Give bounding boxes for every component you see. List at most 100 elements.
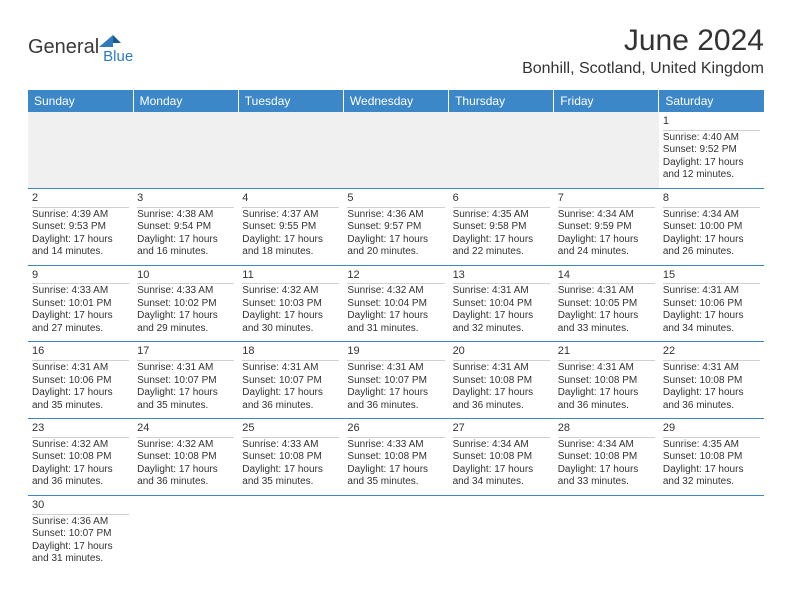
day-info-line: and 36 minutes. <box>347 400 444 413</box>
day-info-line: Sunset: 9:52 PM <box>663 144 760 157</box>
day-info-line: Sunrise: 4:33 AM <box>137 285 234 298</box>
day-info-line: and 31 minutes. <box>32 553 129 566</box>
day-info-line: Daylight: 17 hours <box>242 464 339 477</box>
day-info-line: Sunset: 10:07 PM <box>347 375 444 388</box>
day-info-line: Sunset: 10:02 PM <box>137 298 234 311</box>
day-info-line: Daylight: 17 hours <box>453 310 550 323</box>
day-number: 24 <box>137 422 234 438</box>
day-info-line: and 33 minutes. <box>558 476 655 489</box>
calendar-cell: 1Sunrise: 4:40 AMSunset: 9:52 PMDaylight… <box>659 112 764 188</box>
day-info-line: and 34 minutes. <box>663 323 760 336</box>
day-number: 8 <box>663 192 760 208</box>
day-info-line: and 26 minutes. <box>663 246 760 259</box>
day-info-line: Sunrise: 4:34 AM <box>558 439 655 452</box>
day-number: 19 <box>347 345 444 361</box>
day-info-line: and 33 minutes. <box>558 323 655 336</box>
day-info-line: Sunset: 10:06 PM <box>32 375 129 388</box>
day-info-line: Sunrise: 4:31 AM <box>347 362 444 375</box>
weekday-header: Friday <box>554 90 659 112</box>
weekday-header: Saturday <box>659 90 764 112</box>
day-info-line: Daylight: 17 hours <box>137 234 234 247</box>
day-number: 13 <box>453 269 550 285</box>
calendar-cell: 6Sunrise: 4:35 AMSunset: 9:58 PMDaylight… <box>449 188 554 265</box>
calendar-week: 16Sunrise: 4:31 AMSunset: 10:06 PMDaylig… <box>28 342 764 419</box>
day-info-line: Daylight: 17 hours <box>347 310 444 323</box>
day-info-line: Sunrise: 4:31 AM <box>32 362 129 375</box>
calendar-cell: 17Sunrise: 4:31 AMSunset: 10:07 PMDaylig… <box>133 342 238 419</box>
day-info-line: Sunrise: 4:35 AM <box>663 439 760 452</box>
day-info-line: Daylight: 17 hours <box>137 387 234 400</box>
day-info-line: Daylight: 17 hours <box>663 464 760 477</box>
day-info-line: Sunrise: 4:40 AM <box>663 132 760 145</box>
day-number: 2 <box>32 192 129 208</box>
day-info-line: Daylight: 17 hours <box>453 387 550 400</box>
day-info-line: and 20 minutes. <box>347 246 444 259</box>
day-info-line: and 29 minutes. <box>137 323 234 336</box>
header: General Blue June 2024 Bonhill, Scotland… <box>28 24 764 78</box>
day-number: 22 <box>663 345 760 361</box>
page-title: June 2024 <box>522 24 764 58</box>
calendar-cell: 19Sunrise: 4:31 AMSunset: 10:07 PMDaylig… <box>343 342 448 419</box>
calendar-cell: 27Sunrise: 4:34 AMSunset: 10:08 PMDaylig… <box>449 419 554 496</box>
day-info-line: Sunrise: 4:34 AM <box>663 209 760 222</box>
calendar-week: 2Sunrise: 4:39 AMSunset: 9:53 PMDaylight… <box>28 188 764 265</box>
day-info-line: Sunrise: 4:37 AM <box>242 209 339 222</box>
weekday-header: Monday <box>133 90 238 112</box>
calendar-cell <box>554 112 659 188</box>
day-info-line: and 27 minutes. <box>32 323 129 336</box>
calendar-cell: 13Sunrise: 4:31 AMSunset: 10:04 PMDaylig… <box>449 265 554 342</box>
day-info-line: Sunrise: 4:32 AM <box>137 439 234 452</box>
calendar-cell <box>238 112 343 188</box>
day-info-line: Sunset: 10:08 PM <box>32 451 129 464</box>
day-number: 29 <box>663 422 760 438</box>
day-info-line: and 35 minutes. <box>32 400 129 413</box>
day-number: 14 <box>558 269 655 285</box>
day-info-line: and 36 minutes. <box>137 476 234 489</box>
day-info-line: and 14 minutes. <box>32 246 129 259</box>
day-info-line: Daylight: 17 hours <box>32 541 129 554</box>
calendar-cell: 4Sunrise: 4:37 AMSunset: 9:55 PMDaylight… <box>238 188 343 265</box>
day-number: 23 <box>32 422 129 438</box>
day-info-line: Sunrise: 4:31 AM <box>242 362 339 375</box>
day-info-line: Daylight: 17 hours <box>347 234 444 247</box>
day-info-line: Sunset: 10:08 PM <box>453 451 550 464</box>
day-info-line: and 35 minutes. <box>137 400 234 413</box>
calendar-cell: 24Sunrise: 4:32 AMSunset: 10:08 PMDaylig… <box>133 419 238 496</box>
calendar-cell: 22Sunrise: 4:31 AMSunset: 10:08 PMDaylig… <box>659 342 764 419</box>
day-info-line: Sunset: 10:04 PM <box>347 298 444 311</box>
calendar-cell: 28Sunrise: 4:34 AMSunset: 10:08 PMDaylig… <box>554 419 659 496</box>
weekday-header: Wednesday <box>343 90 448 112</box>
calendar-cell: 25Sunrise: 4:33 AMSunset: 10:08 PMDaylig… <box>238 419 343 496</box>
day-info-line: Sunrise: 4:36 AM <box>32 516 129 529</box>
calendar-cell: 12Sunrise: 4:32 AMSunset: 10:04 PMDaylig… <box>343 265 448 342</box>
calendar-cell: 3Sunrise: 4:38 AMSunset: 9:54 PMDaylight… <box>133 188 238 265</box>
calendar-cell <box>659 495 764 571</box>
day-info-line: Sunrise: 4:38 AM <box>137 209 234 222</box>
day-info-line: Sunset: 10:06 PM <box>663 298 760 311</box>
day-info-line: Daylight: 17 hours <box>347 387 444 400</box>
day-info-line: Sunset: 10:05 PM <box>558 298 655 311</box>
day-info-line: Sunrise: 4:31 AM <box>663 285 760 298</box>
calendar-cell <box>133 495 238 571</box>
day-info-line: Daylight: 17 hours <box>453 464 550 477</box>
location: Bonhill, Scotland, United Kingdom <box>522 60 764 78</box>
day-info-line: Sunrise: 4:32 AM <box>347 285 444 298</box>
day-info-line: Sunrise: 4:35 AM <box>453 209 550 222</box>
day-number: 15 <box>663 269 760 285</box>
day-info-line: and 30 minutes. <box>242 323 339 336</box>
day-info-line: Daylight: 17 hours <box>32 387 129 400</box>
calendar-cell <box>343 495 448 571</box>
day-number: 5 <box>347 192 444 208</box>
day-info-line: Sunset: 10:03 PM <box>242 298 339 311</box>
day-info-line: Sunset: 10:07 PM <box>242 375 339 388</box>
day-number: 10 <box>137 269 234 285</box>
calendar-cell <box>343 112 448 188</box>
day-number: 6 <box>453 192 550 208</box>
day-info-line: Sunset: 10:08 PM <box>137 451 234 464</box>
logo-text-general: General <box>28 36 99 59</box>
calendar-cell: 21Sunrise: 4:31 AMSunset: 10:08 PMDaylig… <box>554 342 659 419</box>
day-info-line: Daylight: 17 hours <box>453 234 550 247</box>
day-info-line: and 32 minutes. <box>663 476 760 489</box>
weekday-header: Thursday <box>449 90 554 112</box>
day-number: 26 <box>347 422 444 438</box>
